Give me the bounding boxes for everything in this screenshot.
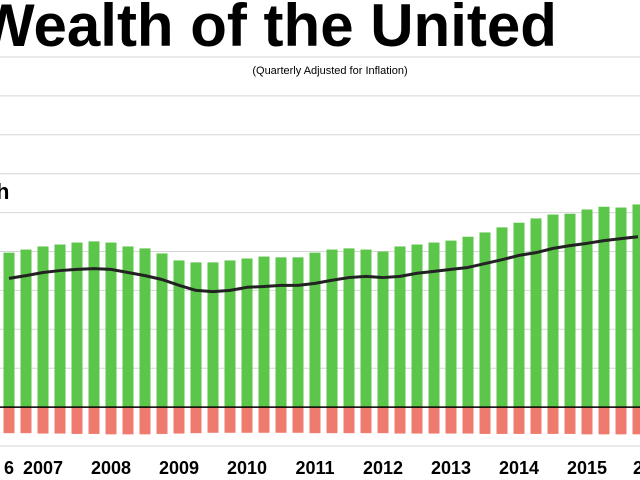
bar [20, 407, 32, 434]
bar [224, 260, 236, 408]
bar [71, 242, 83, 408]
bar [377, 251, 389, 408]
legend-label: h [0, 179, 9, 204]
bar [292, 257, 304, 408]
x-tick-label: 6 [4, 458, 14, 478]
bar [156, 253, 168, 408]
chart-title: Wealth of the United [0, 0, 557, 59]
bar [360, 407, 372, 434]
x-tick-label: 2011 [295, 458, 334, 478]
x-tick-label: 2010 [227, 458, 267, 478]
x-tick-label: 2013 [431, 458, 471, 478]
bar [37, 407, 49, 434]
bar [343, 248, 355, 408]
bar [309, 407, 321, 434]
bar [190, 262, 202, 408]
bar [598, 206, 610, 408]
bar [428, 407, 440, 434]
bar [258, 407, 270, 433]
bar [428, 242, 440, 408]
bar [207, 262, 219, 408]
bar [479, 232, 491, 408]
bar [241, 407, 253, 433]
bar [564, 407, 576, 434]
bar [139, 248, 151, 408]
bar [598, 407, 610, 435]
bar [513, 222, 525, 408]
bar [377, 407, 389, 434]
bar [479, 407, 491, 434]
bar [615, 407, 627, 435]
bar [530, 407, 542, 434]
bar [54, 407, 66, 434]
bar [173, 407, 185, 434]
x-tick-label: 2015 [567, 458, 607, 478]
bar [173, 260, 185, 408]
bar [343, 407, 355, 434]
bar [37, 246, 49, 408]
bar [581, 209, 593, 408]
bar [513, 407, 525, 434]
bar [88, 241, 100, 408]
bar [258, 256, 270, 408]
x-tick-label: 2014 [499, 458, 539, 478]
bar [122, 407, 134, 435]
bar [462, 236, 474, 408]
bar [207, 407, 219, 433]
bar [581, 407, 593, 435]
bar [156, 407, 168, 434]
bar [360, 249, 372, 408]
bar [394, 246, 406, 408]
bar [615, 207, 627, 408]
bar [326, 249, 338, 408]
x-tick-label: 2009 [159, 458, 199, 478]
bar [632, 204, 640, 408]
bar [411, 244, 423, 408]
bar [564, 213, 576, 408]
bar [530, 218, 542, 408]
bar [411, 407, 423, 434]
bar [496, 227, 508, 408]
bar [190, 407, 202, 434]
x-tick-label: 2008 [91, 458, 131, 478]
chart-subtitle: (Quarterly Adjusted for Inflation) [252, 65, 407, 77]
x-tick-label: 2007 [23, 458, 63, 478]
bar [105, 407, 117, 435]
bar [445, 240, 457, 408]
bar [275, 257, 287, 408]
bar [139, 407, 151, 435]
bar [496, 407, 508, 434]
bar [3, 407, 15, 434]
bar [275, 407, 287, 433]
bar [20, 249, 32, 408]
bar [445, 407, 457, 434]
bar [71, 407, 83, 434]
line [8, 235, 639, 294]
bar [88, 407, 100, 434]
bar [3, 252, 15, 408]
bar [105, 242, 117, 408]
bar [122, 246, 134, 408]
bar [224, 407, 236, 433]
bar [326, 407, 338, 434]
x-tick-label: 2 [633, 458, 640, 478]
bar [54, 244, 66, 408]
bar [632, 407, 640, 435]
bar [394, 407, 406, 434]
bar [547, 407, 559, 434]
bar [241, 258, 253, 408]
bar [292, 407, 304, 433]
bar [309, 252, 321, 408]
x-tick-label: 2012 [363, 458, 403, 478]
bar [547, 214, 559, 408]
bar [462, 407, 474, 434]
